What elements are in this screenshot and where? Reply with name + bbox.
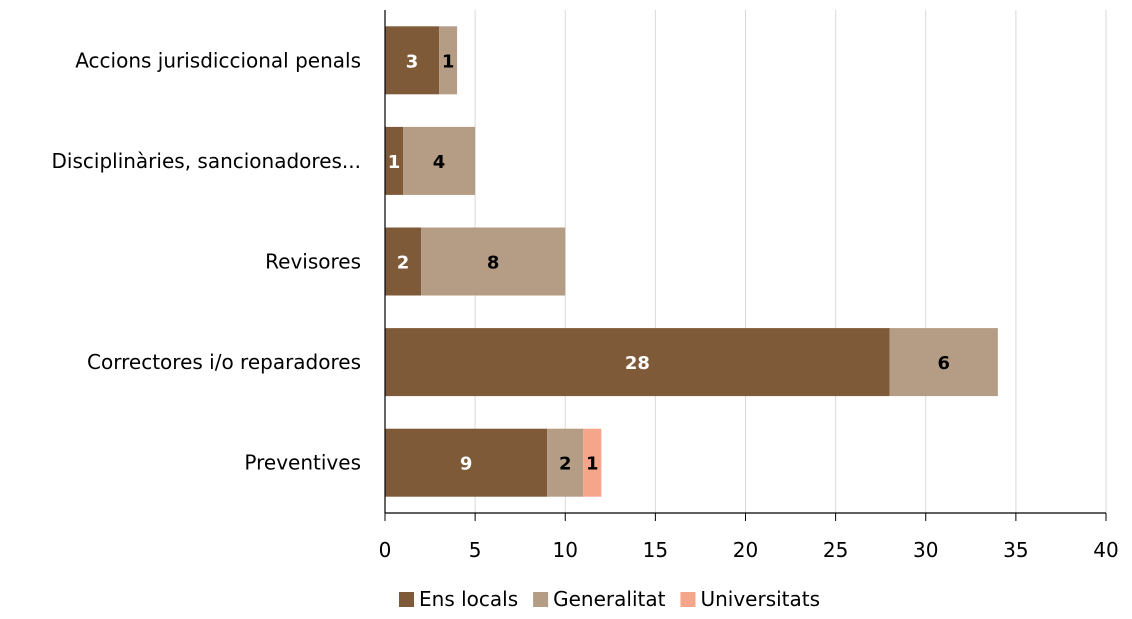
bar-value-label: 6 [938, 353, 951, 374]
bar-segment [403, 126, 476, 195]
gridlines [474, 10, 1107, 513]
bars [385, 26, 998, 497]
legend-label: Generalitat [553, 587, 665, 611]
bar-labels: 3 11 42 828 69 2 1 [388, 51, 950, 474]
bar-value-label: 3 [406, 51, 419, 72]
category-label: Revisores [265, 250, 361, 274]
x-tick-label: 15 [643, 538, 668, 562]
x-tick-label: 25 [823, 538, 848, 562]
legend-swatch [533, 592, 549, 607]
bar-value-label: 1 [388, 152, 401, 173]
category-label: Disciplinàries, sancionadores... [52, 149, 361, 173]
bar-segment [583, 428, 602, 497]
bar-value-label: 8 [487, 253, 500, 274]
x-tick-label: 35 [1003, 538, 1028, 562]
x-tick-label: 40 [1093, 538, 1118, 562]
category-labels: Accions jurisdiccional penals Disciplinàr… [52, 48, 361, 474]
x-tick-label: 30 [913, 538, 938, 562]
bar-segment [439, 26, 458, 95]
bar-value-label: 28 [625, 353, 650, 374]
bar-segment [421, 227, 566, 296]
bar-segment [385, 328, 890, 397]
category-label: Correctores i/o reparadores [87, 350, 361, 374]
legend: Ens locals Generalitat Universitats [399, 587, 820, 611]
category-label: Accions jurisdiccional penals [75, 48, 361, 72]
x-tick-label: 20 [733, 538, 758, 562]
legend-label: Universitats [700, 587, 820, 611]
legend-swatch [399, 592, 414, 607]
bar-segment [385, 428, 548, 497]
bar-value-label: 4 [433, 152, 446, 173]
legend-swatch [680, 592, 696, 607]
bar-segment [547, 428, 584, 497]
category-label: Preventives [244, 451, 361, 475]
bar-segment [889, 328, 998, 397]
tick-labels: 0 5 10 15 20 25 30 35 40 [379, 538, 1119, 562]
bar-segment [385, 227, 422, 296]
axes [384, 10, 1107, 521]
bar-value-label: 2 [559, 454, 572, 475]
bar-segment [385, 126, 404, 195]
bar-segment [385, 26, 440, 95]
x-tick-label: 0 [379, 538, 392, 562]
x-tick-label: 5 [469, 538, 482, 562]
bar-value-label: 1 [442, 51, 455, 72]
bar-value-label: 9 [460, 454, 473, 475]
x-tick-label: 10 [553, 538, 578, 562]
bar-value-label: 2 [397, 253, 410, 274]
bar-value-label: 1 [586, 454, 599, 475]
legend-label: Ens locals [419, 587, 518, 611]
